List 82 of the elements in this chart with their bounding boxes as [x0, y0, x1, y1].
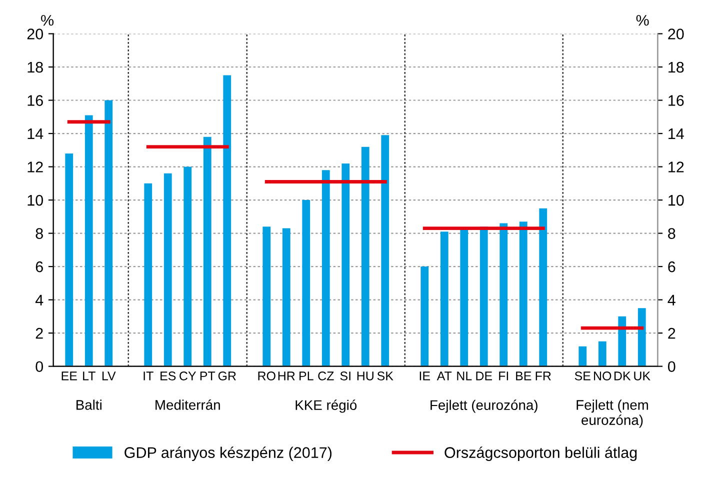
bar [84, 115, 93, 366]
text: KKE régió [296, 400, 357, 413]
y2-tick-label: 6 [668, 261, 676, 272]
bar [361, 146, 370, 366]
x-tick-label: RO [258, 372, 276, 380]
y2-tick-label: 12 [668, 162, 684, 172]
y-tick-label: 8 [36, 228, 43, 239]
x-tick-label: CY [180, 372, 196, 380]
text: Fejlett (eurozóna) [430, 400, 538, 413]
x-tick-label: EE [62, 372, 77, 380]
y-tick-label: 2 [36, 328, 43, 339]
x-tick-label: UK [634, 372, 650, 380]
y2-tick-label: 16 [668, 95, 684, 106]
x-tick-label: NO [594, 372, 612, 380]
x-tick-label: BE [516, 372, 532, 380]
y2-tick-label: 8 [668, 228, 676, 239]
x-tick-label: IT [144, 372, 154, 380]
bar [460, 230, 468, 366]
y-tick-label: 10 [28, 194, 44, 206]
legend-label: GDP arányos készpénz (2017) [124, 446, 332, 462]
bar [342, 163, 350, 366]
bar [164, 173, 172, 366]
x-tick-label: DK [614, 372, 631, 380]
bar [65, 153, 74, 366]
y-tick-label: 14 [28, 128, 44, 140]
x-tick-label: GR [218, 372, 236, 380]
x-tick-label: IE [420, 372, 430, 380]
text: Mediterrán [156, 399, 220, 410]
y2-tick-label: 10 [668, 194, 684, 206]
bar [223, 75, 232, 366]
text: Fejlett (nem eurozóna) [576, 400, 648, 428]
text: Balti [76, 400, 102, 410]
y2-tick-label: 14 [668, 128, 684, 140]
bar [539, 208, 548, 366]
x-tick-label: CZ [318, 372, 334, 380]
x-tick-label: FI [499, 372, 508, 380]
y2-tick-label: 0 [668, 361, 676, 372]
x-tick-label: LT [83, 372, 96, 380]
bar [618, 316, 626, 366]
y2-tick-label: 4 [668, 294, 676, 306]
bar [500, 223, 508, 366]
y2-tick-label: 18 [668, 62, 684, 73]
bar [203, 136, 212, 366]
x-tick-label: HU [357, 372, 374, 380]
x-tick-label: SE [574, 372, 590, 380]
bar [262, 226, 271, 366]
y-tick-label: 18 [28, 62, 43, 73]
bar [184, 166, 192, 366]
legend-label: Országcsoporton belüli átlag [444, 446, 637, 462]
bar [104, 100, 113, 366]
bar [638, 308, 646, 366]
x-tick-label: DE [476, 372, 492, 380]
bar [381, 135, 390, 366]
x-tick-label: PL [300, 372, 314, 380]
bar [322, 170, 330, 366]
bar [282, 228, 290, 366]
x-tick-label: AT [436, 372, 452, 380]
x-tick-label: FR [536, 372, 551, 380]
x-tick-label: ES [160, 372, 176, 380]
y-axis-title: % [41, 14, 54, 26]
bar [598, 341, 606, 366]
y-tick-label: 16 [28, 95, 43, 106]
y2-axis-title: % [636, 14, 649, 26]
y2-tick-label: 20 [668, 28, 684, 40]
bar [519, 222, 528, 366]
x-tick-label: PT [200, 372, 216, 380]
x-tick-label: NL [457, 372, 472, 380]
y2-tick-label: 2 [668, 328, 676, 339]
bar [302, 200, 310, 366]
y-tick-label: 20 [27, 28, 44, 40]
x-tick-label: LV [102, 372, 116, 380]
bar [578, 346, 587, 366]
bar [440, 232, 448, 366]
bar [144, 183, 152, 366]
y-tick-label: 4 [35, 294, 44, 306]
y-tick-label: 6 [36, 261, 43, 272]
y-tick-label: 0 [36, 361, 44, 372]
x-tick-label: SI [340, 372, 350, 380]
x-tick-label: HR [278, 372, 295, 380]
y-tick-label: 12 [28, 162, 43, 172]
bar [420, 266, 429, 366]
x-tick-label: SK [377, 372, 394, 380]
